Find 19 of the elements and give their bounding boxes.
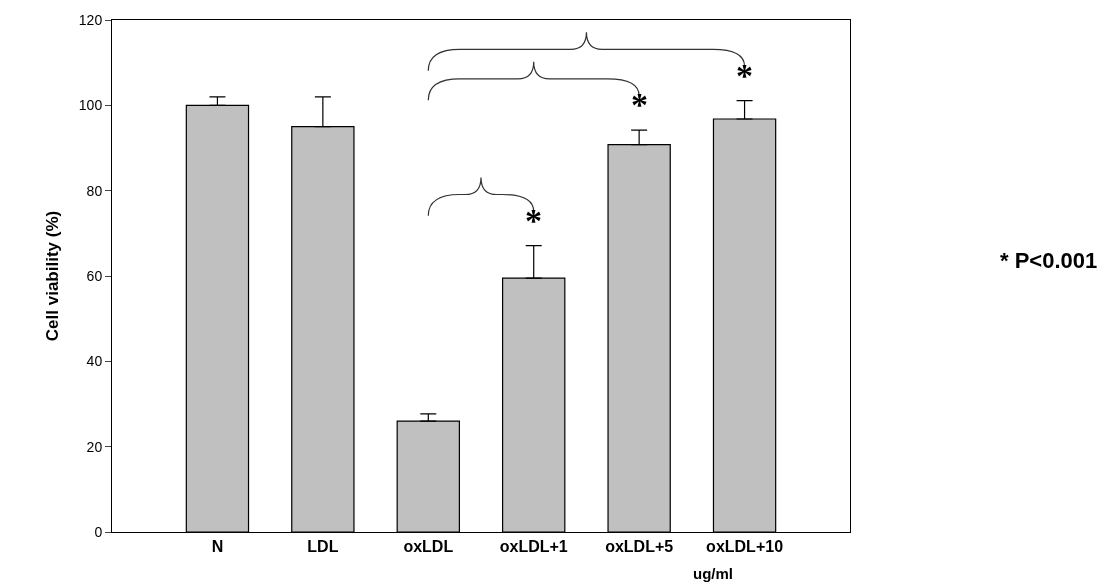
y-tick-label: 40 <box>86 353 103 370</box>
y-tick-label: 60 <box>86 267 103 284</box>
y-tick-label: 0 <box>94 523 103 540</box>
x-tick-label: oxLDL+5 <box>605 538 674 556</box>
x-tick-label: LDL <box>307 538 339 556</box>
y-tick-label: 20 <box>86 438 103 455</box>
x-tick-label: oxLDL <box>403 538 454 556</box>
y-tick-label: 120 <box>78 11 103 28</box>
text: * P<0.001 <box>1000 248 1098 273</box>
annotation: * <box>736 57 753 94</box>
text: ug/ml <box>693 565 733 582</box>
y-tick-label: 100 <box>78 97 103 114</box>
y-axis-title: Cell viability (%) <box>43 210 63 342</box>
annotation: * <box>631 86 648 123</box>
x-tick-label: N <box>211 538 224 556</box>
annotation: * <box>525 202 542 239</box>
x-tick-label: oxLDL+10 <box>706 538 784 556</box>
y-tick-label: 80 <box>86 182 103 199</box>
x-tick-label: oxLDL+1 <box>499 538 568 556</box>
